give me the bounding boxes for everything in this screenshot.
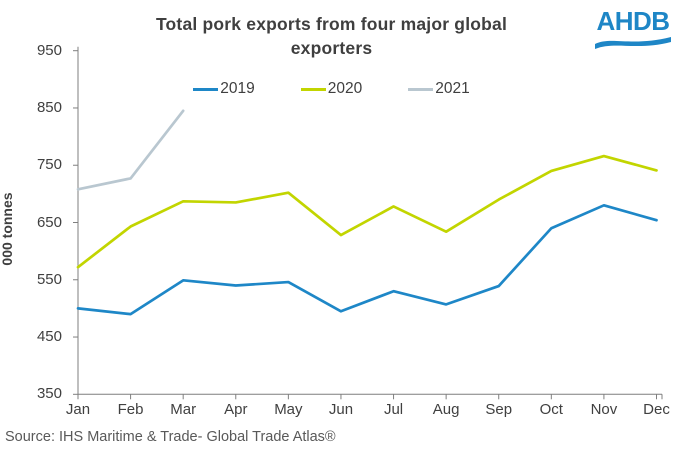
ahdb-logo: AHDB <box>593 8 673 52</box>
x-tick-label: Jun <box>328 401 354 418</box>
legend-swatch-2019-icon <box>193 87 219 91</box>
chart-title: Total pork exports from four major globa… <box>80 12 583 60</box>
legend-label-2020: 2020 <box>327 80 363 97</box>
ahdb-logo-text: AHDB <box>596 6 670 36</box>
legend-label-2021: 2021 <box>435 80 470 97</box>
series-line-2020 <box>76 154 658 269</box>
x-tick-label: Aug <box>432 401 460 418</box>
legend-item-2019[interactable]: 2019 <box>193 80 255 98</box>
x-tick-label: Sep <box>485 401 513 418</box>
y-tick-label: 450 <box>36 328 62 346</box>
x-tick-label: Feb <box>117 401 144 418</box>
x-tick-label: Nov <box>590 401 618 418</box>
x-tick-label: Oct <box>539 401 563 418</box>
y-tick-label: 650 <box>36 213 62 231</box>
y-tick-label: 550 <box>36 270 62 288</box>
x-tick-label: Dec <box>643 401 670 418</box>
legend-item-2021[interactable]: 2021 <box>408 80 470 98</box>
ahdb-wave-icon <box>595 37 671 49</box>
legend-label-2019: 2019 <box>220 80 255 97</box>
legend-swatch-2021-icon <box>408 87 434 91</box>
legend-item-2020[interactable]: 2020 <box>300 80 363 98</box>
y-tick-label: 950 <box>36 41 62 59</box>
legend-swatch-2020-icon <box>300 87 326 91</box>
x-tick-label: Jan <box>65 401 91 418</box>
series-line-2019 <box>76 203 658 316</box>
x-tick-label: Mar <box>170 401 197 418</box>
source-note: Source: IHS Maritime & Trade- Global Tra… <box>5 429 336 445</box>
x-tick-label: Jul <box>383 401 404 418</box>
legend: 2019 2020 2021 <box>80 79 583 99</box>
series-line-2021 <box>76 109 185 191</box>
y-tick-label: 850 <box>36 98 62 116</box>
y-tick-label: 750 <box>36 156 62 174</box>
chart-title-line1: Total pork exports from four major globa… <box>155 14 508 34</box>
chart-title-line2: exporters <box>290 38 373 58</box>
y-tick-label: 350 <box>36 385 62 403</box>
x-tick-label: Apr <box>224 401 248 418</box>
x-tick-label: May <box>274 401 303 418</box>
